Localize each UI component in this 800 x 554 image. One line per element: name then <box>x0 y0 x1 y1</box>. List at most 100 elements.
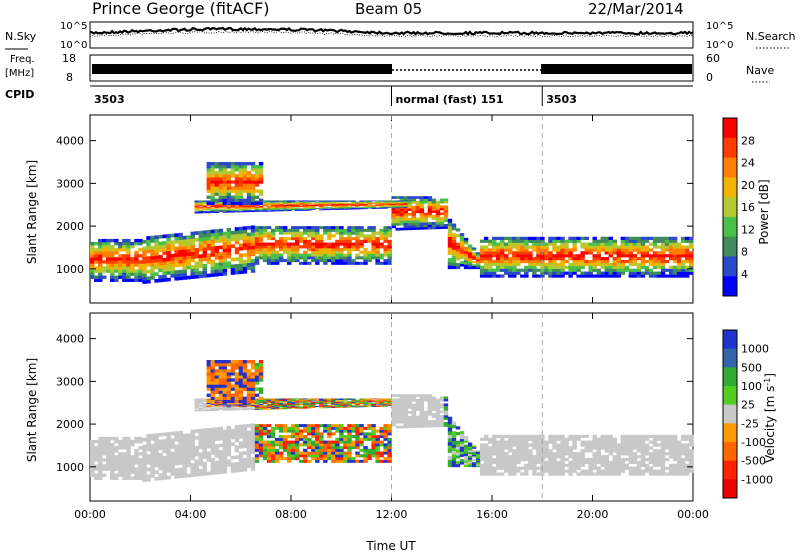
power-cell <box>483 268 489 272</box>
power-cell <box>375 239 380 243</box>
power-cell <box>274 203 280 205</box>
power-cell <box>395 196 400 199</box>
velocity-cell <box>323 424 328 428</box>
power-cell <box>660 271 666 275</box>
power-cell <box>556 268 561 272</box>
velocity-cell <box>274 448 280 452</box>
velocity-cell <box>479 449 485 453</box>
power-cell <box>323 259 328 263</box>
power-cell <box>532 257 537 261</box>
power-cell <box>335 259 340 263</box>
velocity-cell <box>431 412 437 416</box>
velocity-cell <box>371 404 376 406</box>
velocity-cell <box>266 406 272 409</box>
velocity-cell <box>335 426 340 430</box>
velocity-cell <box>375 403 380 405</box>
velocity-cell <box>242 464 248 469</box>
velocity-cell <box>363 457 368 461</box>
power-cell <box>576 259 581 264</box>
velocity-cell <box>122 443 127 447</box>
power-cell <box>242 266 248 271</box>
power-cell <box>680 271 686 275</box>
power-cell <box>198 204 203 207</box>
power-cell <box>375 207 380 209</box>
velocity-cell <box>391 403 396 405</box>
velocity-cell <box>270 448 276 452</box>
power-cell <box>371 200 376 202</box>
power-cell <box>307 207 312 209</box>
velocity-cell <box>126 439 131 444</box>
velocity-cell <box>339 446 344 450</box>
velocity-cell <box>375 400 380 402</box>
velocity-cell <box>544 469 549 473</box>
velocity-cell <box>214 460 220 465</box>
velocity-cell <box>186 463 191 468</box>
velocity-cell <box>403 406 408 409</box>
power-cell <box>351 205 356 207</box>
velocity-cell <box>504 455 509 459</box>
velocity-cell <box>367 432 372 436</box>
power-cell <box>447 250 453 255</box>
velocity-cell <box>102 449 107 453</box>
velocity-cell <box>295 400 300 402</box>
power-cell <box>528 254 533 258</box>
power-cell <box>403 196 408 199</box>
velocity-cell <box>343 404 348 406</box>
power-cell <box>194 268 199 272</box>
power-cell <box>339 237 344 241</box>
power-cell <box>158 258 163 263</box>
power-cell <box>395 220 400 224</box>
power-cell <box>520 239 525 243</box>
power-cell <box>206 165 211 169</box>
power-cell <box>202 211 207 213</box>
velocity-cell <box>238 369 244 373</box>
power-cell <box>226 208 232 210</box>
velocity-cell <box>311 457 316 461</box>
power-cell <box>532 268 537 272</box>
power-cell <box>182 235 187 240</box>
power-cell <box>391 202 396 204</box>
power-cell <box>644 268 650 272</box>
power-cell <box>218 228 224 233</box>
velocity-cell <box>246 360 252 364</box>
velocity-cell <box>612 449 618 453</box>
velocity-cell <box>447 448 453 453</box>
velocity-cell <box>295 429 300 433</box>
power-cell <box>282 242 288 246</box>
power-cell <box>532 265 537 269</box>
velocity-cell <box>596 455 601 459</box>
velocity-cell <box>383 399 388 400</box>
power-cell <box>331 205 336 207</box>
power-cell <box>315 242 320 246</box>
velocity-cell <box>122 452 127 456</box>
power-cell <box>146 239 151 244</box>
power-cell <box>516 254 521 258</box>
velocity-cell <box>443 396 449 400</box>
velocity-cell <box>222 405 228 407</box>
velocity-cell <box>367 399 372 400</box>
power-cell <box>286 228 292 232</box>
power-cell <box>347 208 352 210</box>
velocity-cell <box>230 387 236 391</box>
power-cell <box>443 205 449 209</box>
velocity-cell <box>524 443 529 447</box>
power-cell <box>307 248 312 252</box>
power-cell <box>475 265 481 267</box>
velocity-cell <box>552 457 557 462</box>
power-cell <box>496 254 501 258</box>
power-cell <box>467 257 473 260</box>
power-cell <box>266 201 272 203</box>
velocity-cell <box>118 439 123 444</box>
velocity-cell <box>487 460 493 465</box>
power-cell <box>451 255 457 260</box>
power-cell <box>347 253 352 257</box>
power-cell <box>295 256 300 260</box>
power-cell <box>214 174 220 178</box>
power-cell <box>672 248 678 252</box>
power-cell <box>355 242 360 246</box>
power-cell <box>331 253 336 257</box>
velocity-cell <box>532 463 537 467</box>
power-cell <box>387 234 392 238</box>
power-cell <box>399 202 404 204</box>
velocity-cell <box>335 403 340 404</box>
